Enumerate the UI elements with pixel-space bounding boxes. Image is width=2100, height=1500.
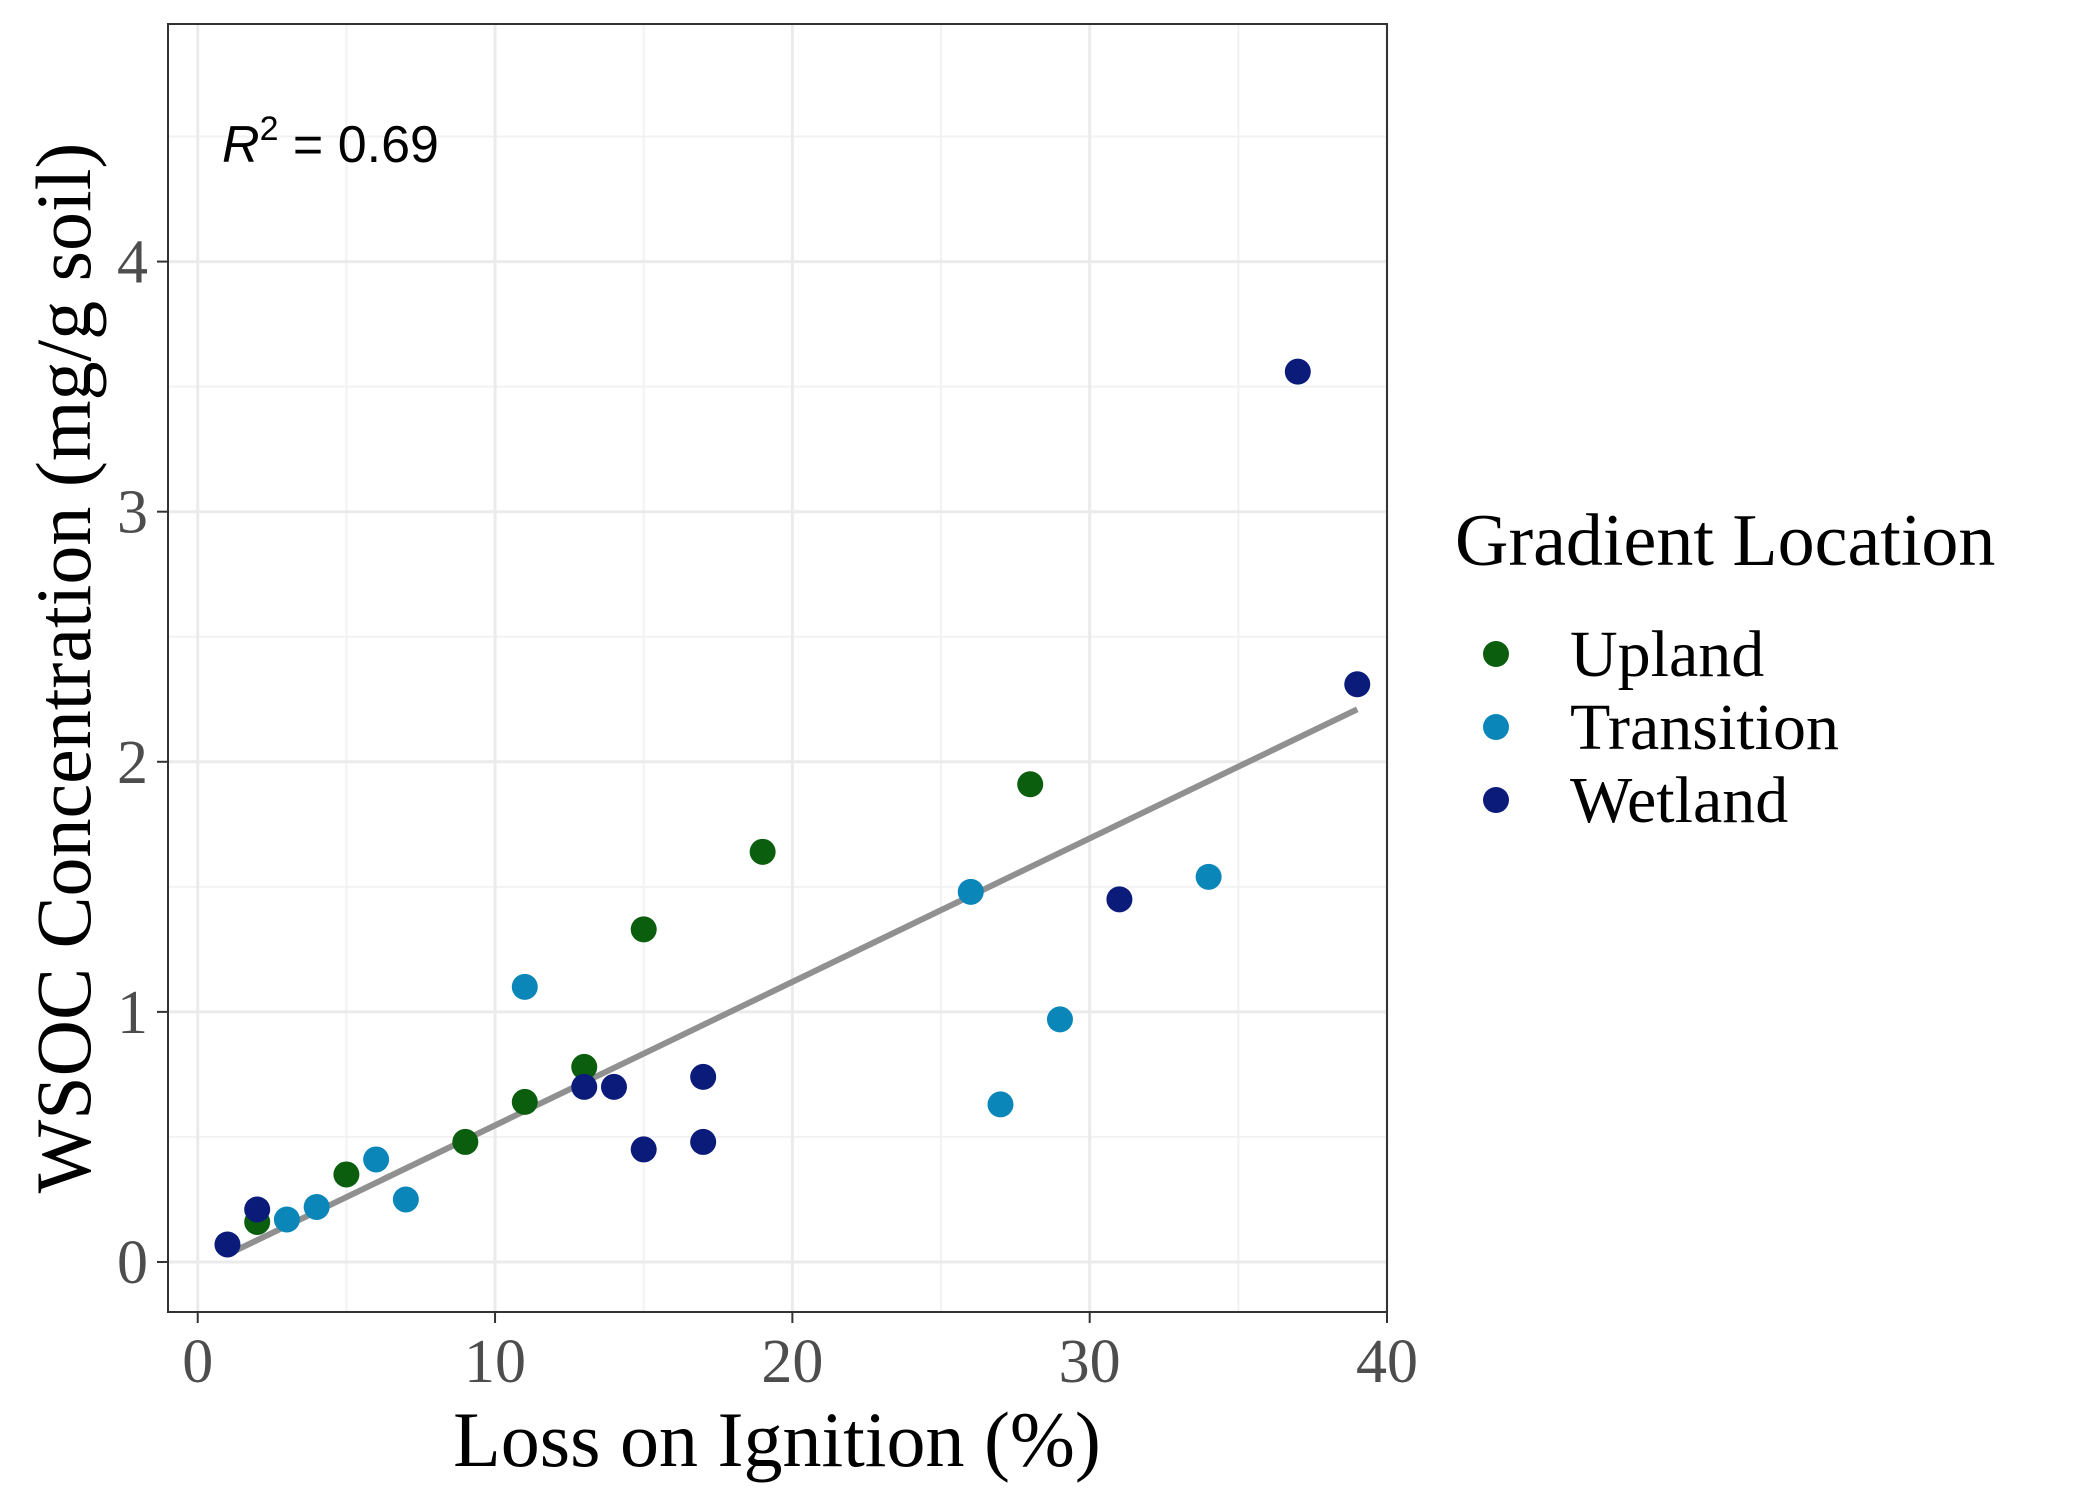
x-tick-label: 20 bbox=[761, 1328, 823, 1396]
data-point-upland bbox=[630, 916, 657, 943]
x-axis-title: Loss on Ignition (%) bbox=[453, 1396, 1101, 1483]
data-point-upland bbox=[749, 838, 776, 865]
data-point-wetland bbox=[1106, 886, 1133, 913]
data-point-wetland bbox=[630, 1136, 657, 1163]
data-point-upland bbox=[452, 1128, 479, 1155]
data-point-upland bbox=[1017, 771, 1044, 798]
data-point-wetland bbox=[244, 1196, 271, 1223]
y-tick-label: 0 bbox=[117, 1229, 148, 1297]
legend: Gradient Location UplandTransitionWetlan… bbox=[1455, 500, 1995, 837]
y-axis-ticks: 0 1 2 3 4 bbox=[117, 229, 168, 1297]
y-tick-label: 2 bbox=[117, 729, 148, 797]
data-point-transition bbox=[511, 973, 538, 1000]
r-squared-annotation: R2 = 0.69 bbox=[222, 110, 439, 174]
data-point-wetland bbox=[600, 1073, 627, 1100]
x-tick-label: 40 bbox=[1356, 1328, 1418, 1396]
data-point-wetland bbox=[1284, 358, 1311, 385]
data-point-upland bbox=[333, 1161, 360, 1188]
data-points bbox=[214, 358, 1371, 1258]
plot-border bbox=[167, 23, 1388, 1313]
legend-title: Gradient Location bbox=[1455, 500, 1995, 582]
legend-swatch-upland bbox=[1483, 641, 1509, 667]
data-point-wetland bbox=[571, 1073, 598, 1100]
data-point-transition bbox=[363, 1146, 390, 1173]
plot-background bbox=[168, 24, 1387, 1312]
data-point-transition bbox=[1195, 863, 1222, 890]
data-point-upland bbox=[511, 1088, 538, 1115]
legend-swatch-wetland bbox=[1483, 787, 1509, 813]
x-tick-label: 10 bbox=[464, 1328, 526, 1396]
data-point-wetland bbox=[1344, 671, 1371, 698]
trendline-group bbox=[226, 706, 1359, 1258]
minor-gridlines bbox=[168, 24, 1387, 1312]
x-tick-label: 0 bbox=[182, 1328, 213, 1396]
legend-label-transition: Transition bbox=[1570, 691, 1839, 764]
data-point-transition bbox=[273, 1206, 300, 1233]
data-point-transition bbox=[392, 1186, 419, 1213]
legend-label-upland: Upland bbox=[1570, 618, 1764, 691]
legend-label-wetland: Wetland bbox=[1570, 764, 1788, 837]
data-point-wetland bbox=[690, 1128, 717, 1155]
data-point-transition bbox=[1046, 1006, 1073, 1033]
data-point-upland bbox=[571, 1053, 598, 1080]
data-point-wetland bbox=[214, 1231, 241, 1258]
y-tick-label: 1 bbox=[117, 979, 148, 1047]
x-tick-label: 30 bbox=[1059, 1328, 1121, 1396]
y-tick-label: 3 bbox=[117, 479, 148, 547]
trendline bbox=[226, 706, 1359, 1258]
data-point-transition bbox=[957, 878, 984, 905]
y-tick-label: 4 bbox=[117, 229, 148, 297]
legend-swatch-transition bbox=[1483, 714, 1509, 740]
data-point-wetland bbox=[690, 1063, 717, 1090]
x-axis-ticks: 0 10 20 30 40 bbox=[182, 1312, 1418, 1396]
data-point-transition bbox=[987, 1091, 1014, 1118]
y-axis-title: WSOC Concentration (mg/g soil) bbox=[20, 143, 107, 1194]
data-point-transition bbox=[303, 1193, 330, 1220]
